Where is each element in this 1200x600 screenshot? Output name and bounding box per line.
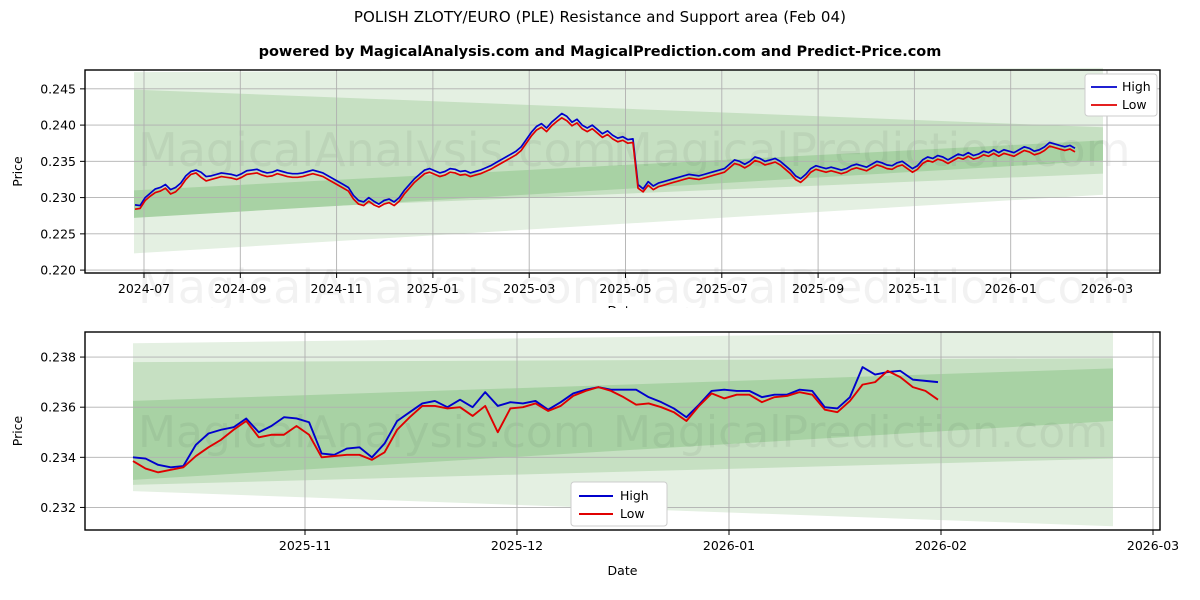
plot-frame: [84, 69, 1161, 274]
plot-frame: [84, 331, 1161, 531]
watermark-analysis: MagicalAnalysis.com: [138, 123, 617, 177]
y-tick-label: 0.220: [40, 263, 76, 278]
legend[interactable]: High Low: [570, 481, 668, 527]
y-tick-label: 0.238: [40, 350, 76, 365]
y-tick-label: 0.240: [40, 118, 76, 133]
page-subtitle: powered by MagicalAnalysis.com and Magic…: [258, 44, 942, 60]
y-tick-label: 0.236: [40, 400, 76, 415]
y-tick-label: 0.235: [40, 154, 76, 169]
watermark-prediction: MagicalPrediction.com: [613, 123, 1131, 177]
legend-label-low: Low: [620, 506, 645, 521]
y-axis-label: Price: [10, 156, 25, 187]
watermark-group: MagicalAnalysis.comMagicalPrediction.com…: [138, 123, 1131, 308]
y-tick-label: 0.225: [40, 226, 76, 241]
y-axis-label: Price: [10, 415, 25, 446]
watermark-prediction: MagicalPrediction.com: [613, 407, 1108, 458]
x-tick-label: 2024-07: [118, 281, 170, 296]
band-inner: [134, 140, 1103, 218]
x-tick-label: 2024-11: [310, 281, 362, 296]
series-line-low: [132, 369, 939, 474]
series-group: [132, 366, 939, 474]
y-tick-label: 0.234: [40, 450, 76, 465]
watermark-group: MagicalAnalysis.com MagicalPrediction.com: [138, 407, 1108, 458]
x-axis-label: Date: [608, 303, 638, 308]
y-tick-label: 0.230: [40, 190, 76, 205]
x-tick-label: 2025-11: [279, 538, 331, 553]
legend-label-high: High: [1122, 79, 1151, 94]
x-tick-label: 2025-12: [491, 538, 543, 553]
x-tick-label: 2025-07: [696, 281, 748, 296]
legend-box: [570, 481, 668, 527]
grid-group: 0.220 0.225 0.230 0.235 0.240 0.245 2024-07 202…: [40, 70, 1160, 296]
x-tick-label: 2024-09: [214, 281, 266, 296]
series-line-high: [132, 366, 939, 469]
grid-group: 0.232 0.234 0.236 0.238 2025-11 2025-12 2026-0…: [40, 332, 1179, 553]
y-tick-label: 0.245: [40, 81, 76, 96]
x-tick-label: 2026-02: [915, 538, 967, 553]
x-tick-label: 2025-03: [503, 281, 555, 296]
watermark-analysis: MagicalAnalysis.com: [138, 260, 617, 308]
legend-label-high: High: [620, 488, 649, 503]
series-line-low: [134, 117, 1076, 211]
legend[interactable]: High Low: [1084, 73, 1158, 117]
legend-label-low: Low: [1122, 97, 1147, 112]
watermark-prediction: MagicalPrediction.com: [613, 260, 1131, 308]
series-group: [134, 112, 1076, 211]
page-title: POLISH ZLOTY/EURO (PLE) Resistance and S…: [353, 8, 847, 26]
series-line-high: [134, 112, 1076, 207]
x-tick-label: 2026-01: [703, 538, 755, 553]
x-tick-label: 2025-05: [599, 281, 651, 296]
x-tick-label: 2025-09: [792, 281, 844, 296]
watermark-analysis: MagicalAnalysis.com: [138, 407, 596, 458]
bottom-chart: MagicalAnalysis.com MagicalPrediction.com…: [10, 330, 1179, 578]
x-axis-label: Date: [608, 563, 638, 578]
x-tick-label: 2025-11: [888, 281, 940, 296]
top-chart: MagicalAnalysis.comMagicalPrediction.com…: [10, 67, 1161, 308]
x-tick-label: 2026-03: [1127, 538, 1179, 553]
x-tick-label: 2026-03: [1081, 281, 1133, 296]
y-tick-label: 0.232: [40, 500, 76, 515]
band-group: [133, 330, 1113, 527]
x-tick-label: 2025-01: [407, 281, 459, 296]
band-group: [134, 67, 1103, 254]
x-tick-label: 2026-01: [985, 281, 1037, 296]
